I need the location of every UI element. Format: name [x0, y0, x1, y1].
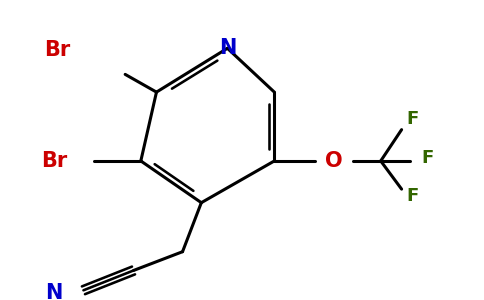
Text: Br: Br: [41, 151, 67, 171]
Text: F: F: [406, 188, 418, 206]
Text: F: F: [422, 149, 434, 167]
Text: O: O: [325, 151, 343, 171]
Text: F: F: [406, 110, 418, 128]
Text: N: N: [45, 284, 63, 300]
Text: N: N: [219, 38, 236, 58]
Text: Br: Br: [44, 40, 71, 60]
